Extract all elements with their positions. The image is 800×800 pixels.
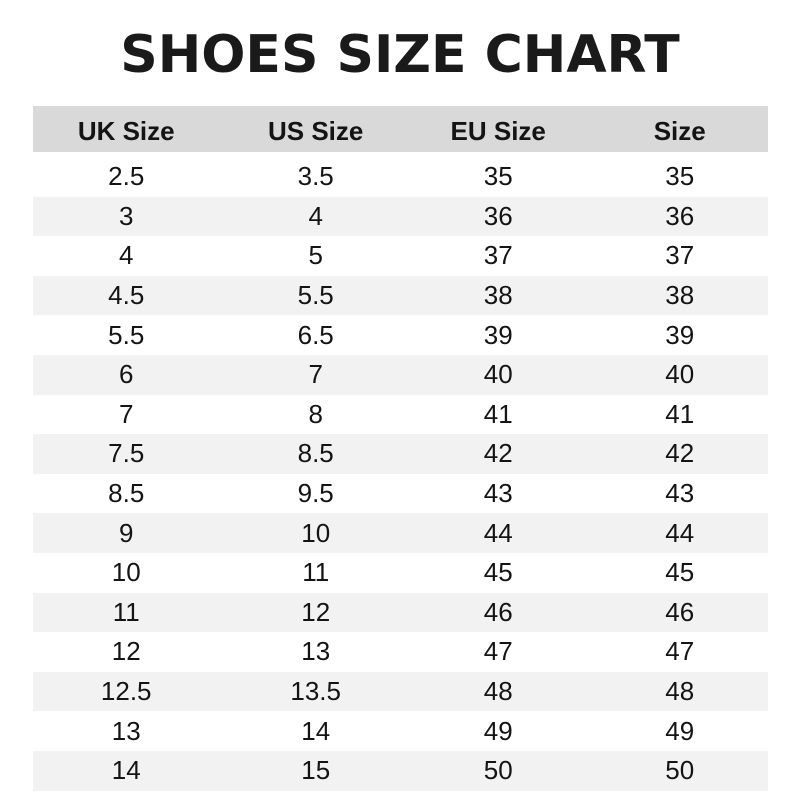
eu-size-cell: 45 (483, 557, 513, 588)
size-cell: 35 (665, 161, 695, 192)
table-row: 13 14 49 49 (33, 711, 768, 751)
size-cell: 45 (665, 557, 695, 588)
table-row: 7.5 8.5 42 42 (33, 434, 768, 474)
table-row: 10 11 45 45 (33, 553, 768, 593)
size-cell: 47 (665, 636, 695, 667)
us-size-cell: 15 (301, 755, 331, 786)
size-cell: 37 (665, 240, 695, 271)
uk-size-cell: 12.5 (100, 676, 152, 707)
size-cell: 46 (665, 596, 695, 627)
us-size-cell: 12 (301, 596, 331, 627)
size-cell: 49 (665, 715, 695, 746)
us-size-cell: 3.5 (297, 161, 334, 192)
header-us-size: US Size (268, 115, 364, 146)
table-row: 7 8 41 41 (33, 395, 768, 435)
eu-size-cell: 35 (483, 161, 513, 192)
eu-size-cell: 39 (483, 319, 513, 350)
us-size-cell: 5.5 (297, 280, 334, 311)
us-size-cell: 14 (301, 715, 331, 746)
eu-size-cell: 46 (483, 596, 513, 627)
table-header: UK Size US Size EU Size Size (33, 106, 768, 152)
us-size-cell: 6.5 (297, 319, 334, 350)
eu-size-cell: 40 (483, 359, 513, 390)
us-size-cell: 13 (301, 636, 331, 667)
eu-size-cell: 37 (483, 240, 513, 271)
us-size-cell: 13.5 (290, 676, 341, 707)
table-row: 3 4 36 36 (33, 196, 768, 237)
eu-size-cell: 36 (483, 200, 513, 231)
table-row: 8.5 9.5 43 43 (33, 474, 768, 514)
table-row: 9 10 44 44 (33, 513, 768, 553)
table-row: 11 12 46 46 (33, 592, 768, 633)
table-row: 6 7 40 40 (33, 354, 768, 395)
eu-size-cell: 43 (483, 478, 513, 509)
table-row: 5.5 6.5 39 39 (33, 315, 768, 355)
size-cell: 39 (665, 319, 695, 350)
table-row: 4 5 37 37 (33, 236, 768, 276)
uk-size-cell: 10 (111, 557, 141, 588)
us-size-cell: 10 (301, 517, 331, 548)
us-size-cell: 5 (308, 240, 323, 271)
us-size-cell: 11 (302, 557, 330, 588)
eu-size-cell: 42 (483, 438, 513, 469)
uk-size-cell: 7 (118, 398, 134, 429)
uk-size-cell: 11 (112, 596, 140, 627)
size-cell: 43 (665, 478, 695, 509)
size-cell: 44 (665, 517, 695, 548)
size-cell: 50 (665, 755, 695, 786)
size-cell: 40 (665, 359, 695, 390)
eu-size-cell: 47 (483, 636, 513, 667)
size-cell: 48 (665, 676, 695, 707)
uk-size-cell: 5.5 (108, 319, 145, 350)
uk-size-cell: 7.5 (108, 438, 145, 469)
eu-size-cell: 49 (483, 715, 513, 746)
uk-size-cell: 8.5 (108, 478, 145, 509)
size-cell: 41 (665, 398, 695, 429)
header-size: Size (653, 115, 706, 146)
uk-size-cell: 6 (118, 359, 134, 390)
size-cell: 36 (665, 200, 695, 231)
header-eu-size: EU Size (450, 115, 546, 146)
eu-size-cell: 41 (483, 398, 513, 429)
us-size-cell: 9.5 (297, 478, 334, 509)
us-size-cell: 8.5 (297, 438, 334, 469)
table-row: 4.5 5.5 38 38 (33, 275, 768, 316)
table-body: 2.5 3.5 35 35 3 4 36 36 4 5 37 37 4.5 5.5 38 38 5.5 6.5 39… (33, 157, 768, 791)
uk-size-cell: 4.5 (108, 280, 145, 311)
table-row: 12.5 13.5 48 48 (33, 671, 768, 712)
eu-size-cell: 38 (483, 280, 513, 311)
table-row: 14 15 50 50 (33, 750, 768, 791)
size-cell: 42 (665, 438, 695, 469)
eu-size-cell: 48 (483, 676, 513, 707)
uk-size-cell: 13 (111, 715, 141, 746)
table-row: 2.5 3.5 35 35 (33, 157, 768, 197)
uk-size-cell: 3 (118, 200, 134, 231)
table-row: 12 13 47 47 (33, 632, 768, 672)
us-size-cell: 4 (308, 200, 323, 231)
uk-size-cell: 12 (111, 636, 141, 667)
uk-size-cell: 4 (118, 240, 134, 271)
size-chart-table: UK Size US Size EU Size Size 2.5 3.5 35 35 3… (33, 106, 768, 791)
size-cell: 38 (665, 280, 695, 311)
us-size-cell: 7 (308, 359, 323, 390)
page-title: SHOES SIZE CHART (120, 25, 680, 85)
uk-size-cell: 14 (111, 755, 141, 786)
us-size-cell: 8 (308, 398, 323, 429)
eu-size-cell: 44 (483, 517, 513, 548)
uk-size-cell: 2.5 (108, 161, 145, 192)
header-uk-size: UK Size (77, 115, 175, 146)
eu-size-cell: 50 (483, 755, 513, 786)
uk-size-cell: 9 (118, 517, 134, 548)
